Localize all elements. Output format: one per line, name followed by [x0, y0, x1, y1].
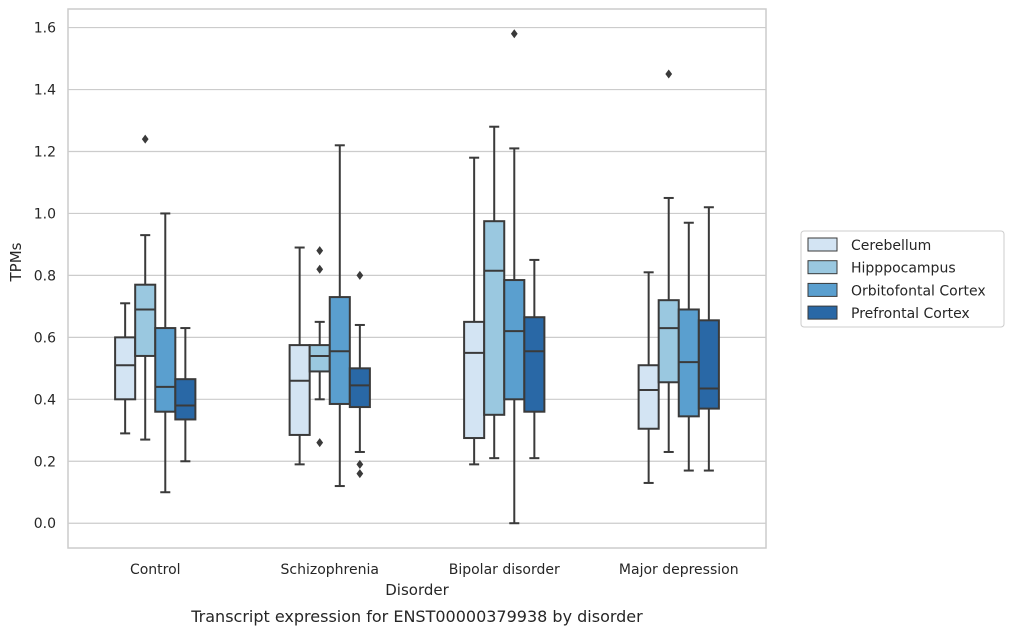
box-group — [288, 246, 311, 466]
legend-label: Orbitofontal Cortex — [851, 283, 986, 299]
box-group — [348, 270, 371, 479]
box — [697, 319, 720, 410]
legend-label: Hipppocampus — [851, 261, 956, 277]
legend-swatch — [807, 237, 838, 252]
y-axis-label: TPMs — [7, 242, 25, 282]
x-tick-labels: Control Schizophrenia Bipolar disorder Majo… — [130, 562, 739, 578]
outlier-point — [316, 246, 324, 256]
legend-frame — [800, 230, 1005, 328]
outlier-point — [356, 270, 364, 280]
box-group — [134, 134, 157, 441]
y-tick-label: 0.8 — [34, 268, 56, 284]
legend-label: Prefrontal Cortex — [851, 306, 970, 322]
gridlines — [68, 26, 766, 524]
y-tick-label: 1.2 — [34, 144, 56, 160]
box — [288, 344, 311, 436]
x-tick-label: Control — [130, 562, 181, 578]
x-tick-label: Major depression — [619, 562, 739, 578]
box — [134, 283, 157, 357]
box — [483, 220, 506, 416]
y-tick-labels: 0.0 0.2 0.4 0.6 0.8 1.0 1.2 1.4 1.6 — [34, 21, 56, 533]
boxes — [114, 29, 720, 525]
box-group — [463, 156, 486, 466]
x-axis-label: Disorder — [385, 581, 449, 599]
legend: Cerebellum Hipppocampus Orbitofontal Corte… — [800, 230, 1005, 328]
legend-swatch — [807, 282, 838, 297]
box-group — [328, 144, 351, 488]
box — [348, 367, 371, 409]
legend-swatch — [807, 260, 838, 275]
legend-label: Cerebellum — [851, 238, 931, 254]
box-group — [174, 327, 197, 463]
legend-swatch — [807, 305, 838, 320]
box-group — [637, 271, 660, 484]
box — [463, 320, 486, 440]
box-group — [308, 246, 331, 448]
outlier-point — [665, 69, 673, 79]
chart-caption: Transcript expression for ENST0000037993… — [190, 607, 643, 626]
box — [523, 316, 546, 413]
y-tick-label: 1.4 — [34, 83, 56, 99]
box — [503, 279, 526, 401]
box — [637, 364, 660, 430]
box-group — [657, 69, 680, 453]
outlier-point — [356, 459, 364, 469]
box — [308, 344, 331, 373]
y-tick-label: 0.0 — [34, 516, 56, 532]
box — [114, 336, 137, 401]
box-group — [523, 258, 546, 460]
y-tick-label: 0.4 — [34, 392, 56, 408]
y-tick-label: 0.2 — [34, 454, 56, 470]
x-tick-label: Bipolar disorder — [449, 562, 560, 578]
box — [657, 299, 680, 384]
box-group — [697, 206, 720, 472]
y-tick-label: 1.0 — [34, 206, 56, 222]
box-group — [483, 125, 506, 460]
outlier-point — [316, 264, 324, 274]
y-tick-label: 1.6 — [34, 21, 56, 37]
box-group — [503, 29, 526, 525]
plot-area-frame — [67, 8, 767, 549]
y-tick-label: 0.6 — [34, 330, 56, 346]
outlier-point — [356, 469, 364, 479]
box-group — [154, 212, 177, 494]
box-group — [114, 302, 137, 435]
x-tick-label: Schizophrenia — [281, 562, 379, 578]
box — [174, 378, 197, 421]
outlier-point — [141, 134, 149, 144]
box — [154, 327, 177, 413]
outlier-point — [510, 29, 518, 39]
box-group — [677, 221, 700, 472]
outlier-point — [316, 438, 324, 448]
